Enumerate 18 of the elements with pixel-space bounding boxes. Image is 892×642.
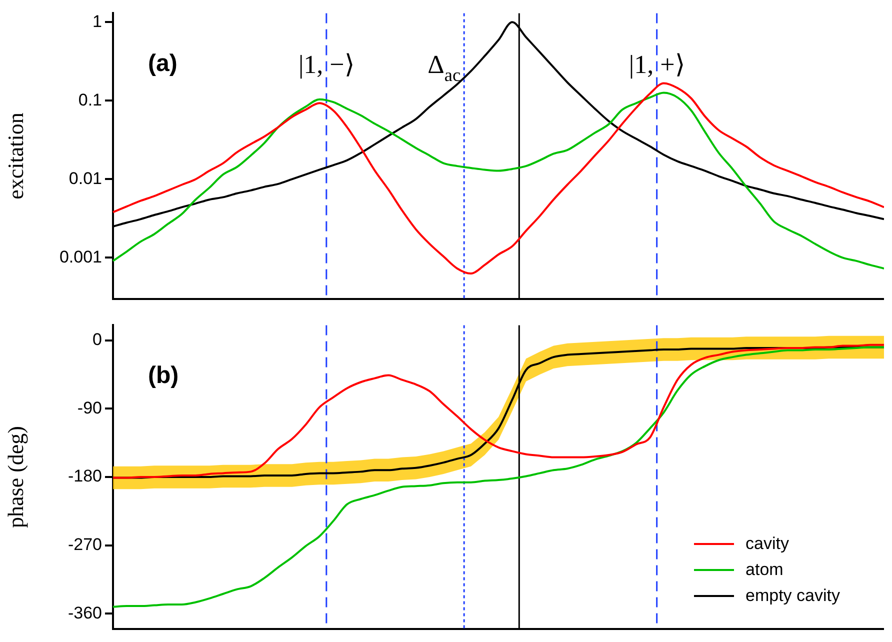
- annotation: |1, +⟩: [628, 50, 685, 80]
- legend-label: atom: [746, 560, 784, 580]
- y-tick-label: -180: [68, 466, 102, 486]
- y-axis-title: phase (deg): [2, 426, 28, 528]
- annotation: (b): [148, 362, 179, 390]
- y-tick-label: -270: [68, 534, 102, 554]
- y-tick-label: -360: [68, 603, 102, 622]
- y-tick-label: 0: [92, 330, 102, 350]
- y-axis-title: excitation: [2, 112, 28, 200]
- annotation: |1, −⟩: [298, 50, 354, 80]
- y-tick-label: 0.001: [59, 247, 102, 266]
- y-tick-label: 0.01: [68, 168, 102, 188]
- y-tick-label: -90: [77, 398, 102, 418]
- y-tick-label: 1: [92, 12, 102, 31]
- y-tick-label: 0.1: [78, 90, 102, 110]
- legend-label: cavity: [746, 534, 789, 554]
- annotation: (a): [148, 50, 178, 78]
- legend-label: empty cavity: [746, 586, 840, 606]
